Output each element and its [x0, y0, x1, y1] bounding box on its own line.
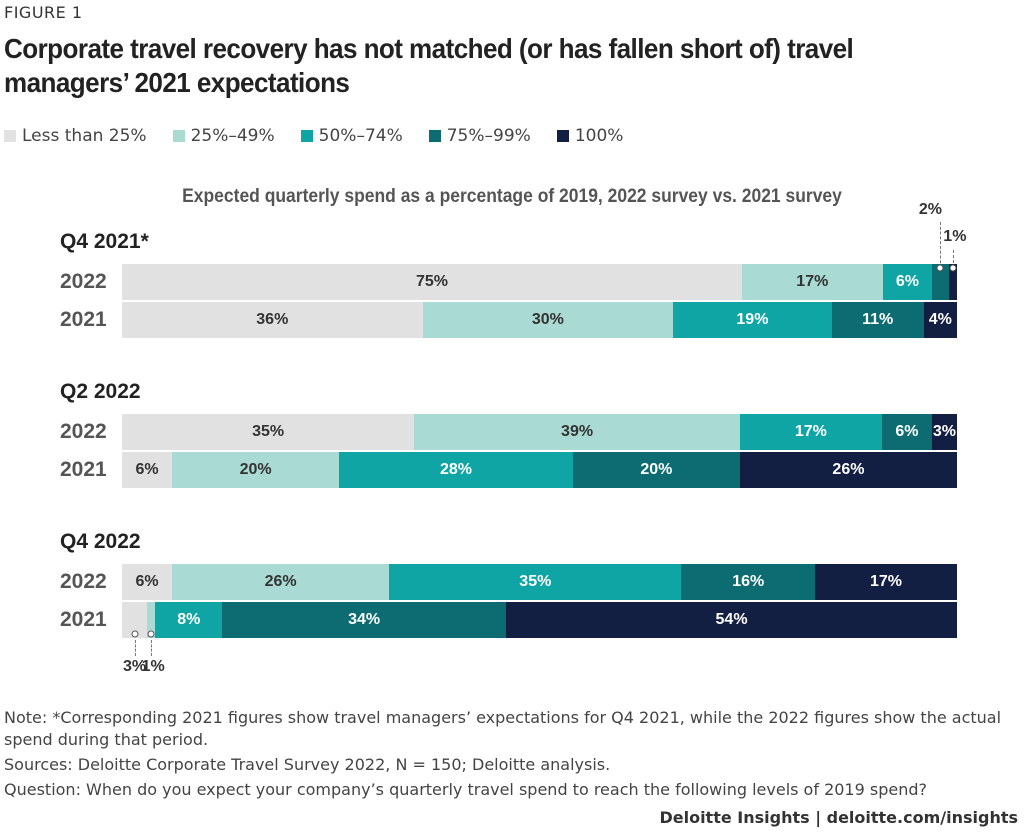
- bar-segment: 19%: [673, 302, 832, 338]
- bar-segment: 6%: [881, 414, 932, 450]
- group-label: Q2 2022: [60, 380, 141, 403]
- legend-label: 75%–99%: [446, 126, 531, 146]
- bar-segment: 26%: [739, 452, 957, 488]
- callout-marker: [131, 630, 139, 638]
- bar-segment: 6%: [122, 452, 173, 488]
- bar-segment: 17%: [739, 414, 882, 450]
- bar-segment: 8%: [155, 602, 223, 638]
- bar-segment: 39%: [414, 414, 740, 450]
- callout-line: [151, 640, 153, 656]
- bar-segment: 6%: [122, 564, 173, 600]
- legend: Less than 25% 25%–49% 50%–74% 75%–99% 100%: [4, 126, 623, 146]
- legend-swatch: [4, 130, 16, 142]
- row-label: 2022: [60, 270, 107, 293]
- bar-segment: 4%: [923, 302, 957, 338]
- bar-segment: 11%: [831, 302, 924, 338]
- bar-segment: [932, 264, 949, 300]
- bar-segment: 54%: [506, 602, 957, 638]
- row-label: 2021: [60, 608, 107, 631]
- bar-segment: 16%: [681, 564, 816, 600]
- row-label: 2022: [60, 570, 107, 593]
- callout-label: 1%: [141, 658, 165, 675]
- row-label: 2022: [60, 420, 107, 443]
- callout-line: [952, 250, 954, 268]
- legend-item: 100%: [556, 126, 624, 146]
- bar-segment: 28%: [339, 452, 573, 488]
- bar-segment: 20%: [572, 452, 740, 488]
- bar-segment: 35%: [389, 564, 682, 600]
- sources-text: Sources: Deloitte Corporate Travel Surve…: [4, 755, 611, 774]
- bar-segment: 30%: [422, 302, 674, 338]
- chart-subtitle: Expected quarterly spend as a percentage…: [182, 186, 842, 207]
- callout-marker: [936, 264, 944, 272]
- note-text: Note: *Corresponding 2021 figures show t…: [4, 708, 1002, 749]
- question-text: Question: When do you expect your compan…: [4, 780, 927, 799]
- legend-label: 25%–49%: [190, 126, 275, 146]
- bar-segment: 34%: [222, 602, 507, 638]
- callout-line: [940, 222, 942, 268]
- row-label: 2021: [60, 308, 107, 331]
- legend-swatch: [428, 130, 441, 142]
- bar-segment: [147, 602, 156, 638]
- callout-label: 1%: [943, 228, 967, 245]
- callout-label: 3%: [122, 658, 147, 675]
- bar-segment: 26%: [172, 564, 390, 600]
- legend-label: Less than 25%: [22, 126, 147, 146]
- legend-swatch: [172, 130, 185, 142]
- bar-segment: 3%: [931, 414, 957, 450]
- figure-label: FIGURE 1: [4, 3, 83, 22]
- bar-segment: 6%: [882, 264, 933, 300]
- legend-label: 100%: [574, 126, 624, 146]
- legend-label: 50%–74%: [318, 126, 403, 146]
- legend-item: Less than 25%: [4, 126, 147, 146]
- callout-marker: [949, 264, 957, 272]
- bar-segment: 20%: [172, 452, 340, 488]
- callout-line: [134, 640, 136, 656]
- legend-swatch: [556, 130, 569, 142]
- chart-title: Corporate travel recovery has not matche…: [4, 33, 854, 98]
- bar-segment: [948, 264, 957, 300]
- legend-item: 75%–99%: [428, 126, 531, 146]
- bar-segment: 75%: [122, 264, 743, 300]
- legend-item: 50%–74%: [300, 126, 403, 146]
- bar-segment: 17%: [742, 264, 883, 300]
- legend-item: 25%–49%: [172, 126, 275, 146]
- legend-swatch: [300, 130, 313, 142]
- row-label: 2021: [60, 458, 107, 481]
- callout-marker: [147, 630, 155, 638]
- group-label: Q4 2021*: [60, 230, 149, 253]
- bar-segment: 35%: [122, 414, 415, 450]
- callout-label: 2%: [918, 201, 943, 218]
- group-label: Q4 2022: [60, 530, 141, 553]
- brand-footer: Deloitte Insights | deloitte.com/insight…: [659, 808, 1018, 827]
- bar-segment: 36%: [122, 302, 423, 338]
- bar-segment: 17%: [815, 564, 957, 600]
